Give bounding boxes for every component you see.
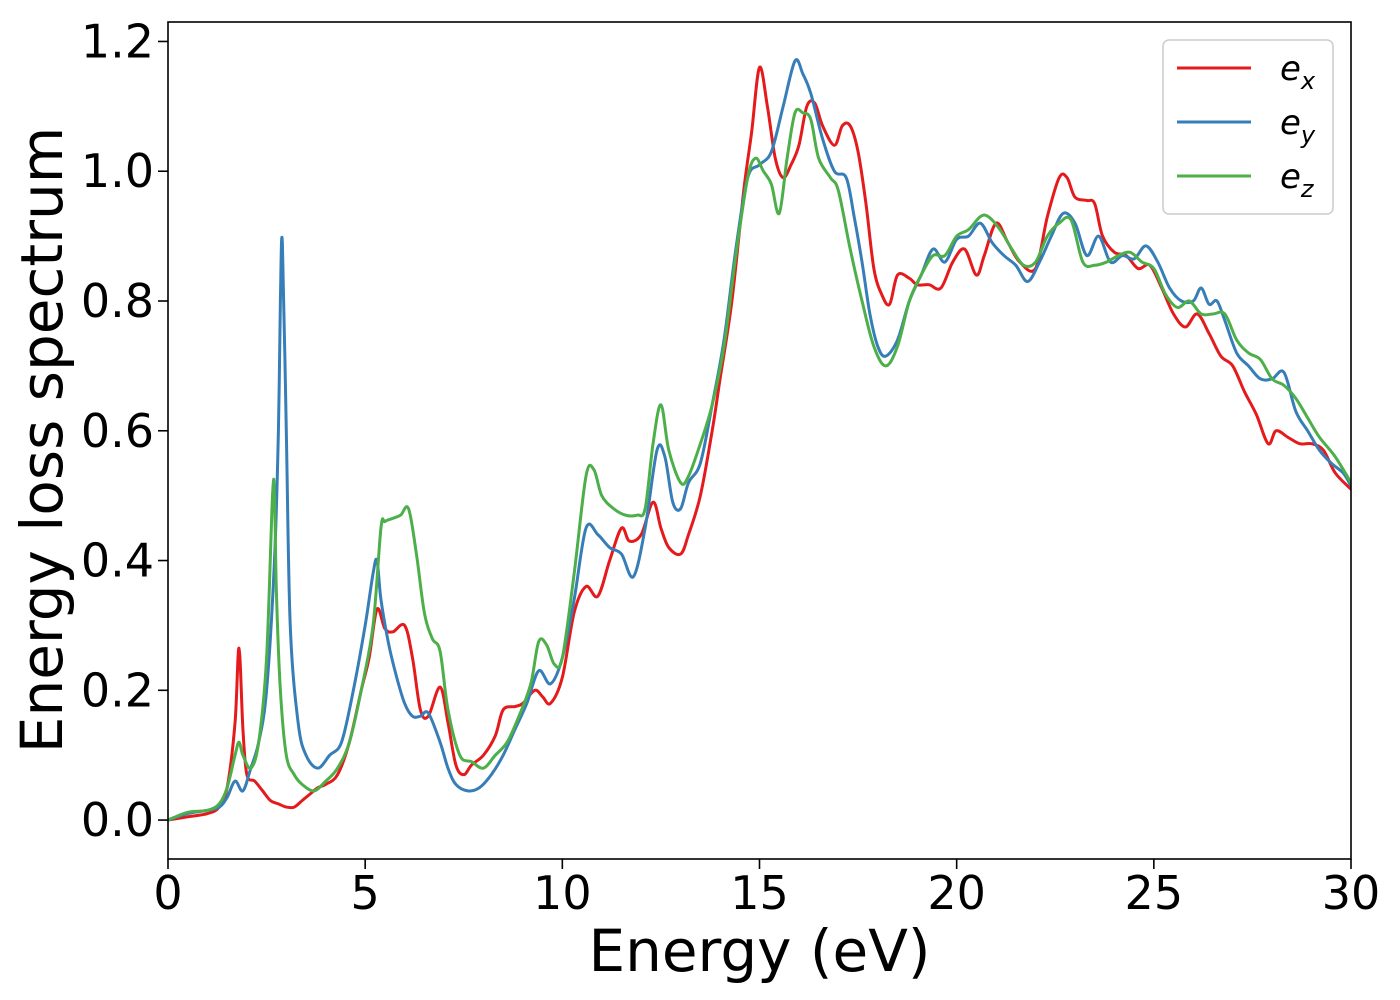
x-tick-label: 10 [533, 866, 592, 920]
y-tick-label: 0.8 [81, 274, 154, 328]
legend-box [1162, 39, 1334, 215]
legend-label: ez [1280, 157, 1315, 203]
x-tick-label: 30 [1322, 866, 1381, 920]
y-tick-label: 1.2 [81, 14, 154, 68]
x-tick-label: 25 [1125, 866, 1184, 920]
y-axis-title: Energy loss spectrum [8, 127, 76, 753]
x-tick-label: 0 [153, 866, 182, 920]
y-tick-label: 1.0 [81, 144, 154, 198]
x-axis-title: Energy (eV) [588, 917, 930, 985]
y-axis: 0.0 0.2 0.4 0.6 0.8 1.0 1.2 [81, 14, 168, 847]
x-tick-label: 20 [927, 866, 986, 920]
series-line-ez [168, 107, 1351, 822]
y-tick-label: 0.6 [81, 404, 154, 458]
x-tick-label: 5 [351, 866, 380, 920]
y-tick-label: 0.0 [81, 793, 154, 847]
series-layer [168, 58, 1351, 822]
x-axis: 0 5 10 15 20 25 30 [153, 859, 1380, 920]
x-tick-label: 15 [730, 866, 789, 920]
y-tick-label: 0.4 [81, 534, 154, 588]
y-tick-label: 0.2 [81, 663, 154, 717]
